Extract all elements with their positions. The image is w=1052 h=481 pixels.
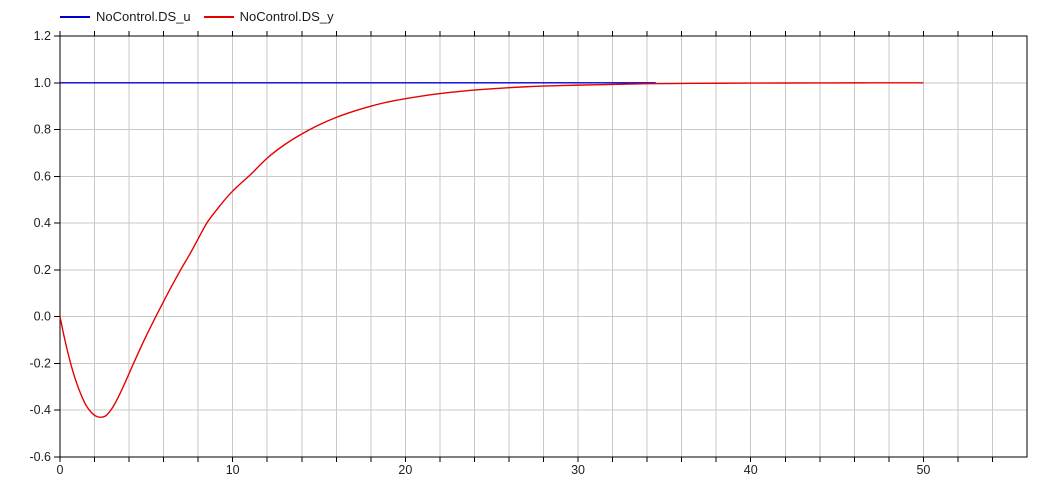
x-tick-label: 50 (916, 463, 930, 477)
y-tick-label: 0.4 (34, 216, 51, 230)
y-tick-label: 0.6 (34, 169, 51, 183)
plot-border (59, 35, 1028, 458)
curve-nocontrol-ds-y (59, 82, 924, 418)
y-tick-label: -0.2 (29, 356, 51, 370)
y-tick-label: 0.8 (34, 123, 51, 137)
x-tick-label: 10 (226, 463, 240, 477)
y-tick-label: 1.0 (34, 76, 51, 90)
y-tick-label: -0.4 (29, 403, 51, 417)
plot-legend: NoControl.DS_u NoControl.DS_y (60, 9, 334, 25)
legend-label-nocontrol-ds-u: NoControl.DS_u (96, 9, 191, 24)
legend-line-swatch-blue (60, 16, 90, 18)
legend-item-nocontrol-ds-y[interactable]: NoControl.DS_y (203, 9, 334, 25)
x-tick-label: 40 (744, 463, 758, 477)
y-tick-label: 1.2 (34, 29, 51, 43)
y-tick-label: -0.6 (29, 450, 51, 464)
legend-label-nocontrol-ds-y: NoControl.DS_y (239, 9, 334, 24)
x-tick-label: 20 (398, 463, 412, 477)
x-tick-label: 30 (571, 463, 585, 477)
legend-item-nocontrol-ds-u[interactable]: NoControl.DS_u (60, 9, 191, 25)
y-tick-label: 0.2 (34, 263, 51, 277)
x-tick-label: 0 (57, 463, 64, 477)
legend-line-swatch-red (203, 16, 234, 18)
y-tick-label: 0.0 (34, 310, 51, 324)
